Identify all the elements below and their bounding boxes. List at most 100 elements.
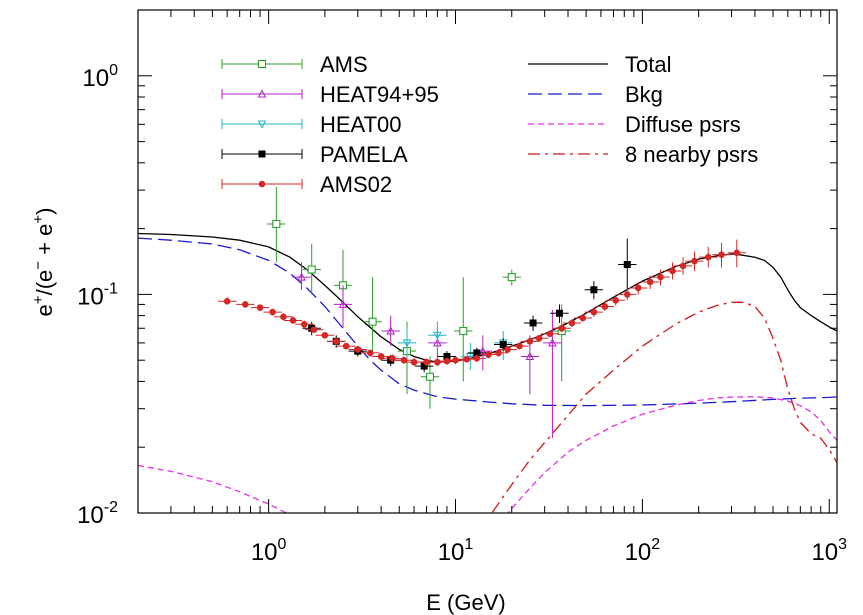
- data-point: [410, 358, 418, 366]
- data-point: [423, 358, 430, 366]
- legend-label: AMS02: [320, 172, 392, 197]
- legend: AMS HEAT94+95 HEAT00 PAMELA AMS02 Total Bkg Dif…: [221, 52, 758, 197]
- y-tick-label: 10-1: [77, 280, 118, 310]
- legend-item-total: Total: [528, 52, 671, 77]
- data-point: [402, 339, 412, 348]
- x-tick-label: 102: [625, 536, 661, 566]
- legend-label: Bkg: [625, 82, 663, 107]
- x-axis-label: E (GeV): [426, 590, 505, 615]
- data-point: [300, 320, 308, 328]
- legend-label: Diffuse psrs: [625, 112, 741, 137]
- data-point: [669, 267, 676, 275]
- x-tick-label: 100: [251, 536, 287, 566]
- legend-marker: [257, 120, 267, 129]
- y-axis-label: e+/(e− + e+): [30, 208, 57, 317]
- legend-label: HEAT00: [320, 112, 402, 137]
- data-point: [601, 303, 609, 310]
- legend-item-8-nearby-psrs: 8 nearby psrs: [528, 142, 758, 167]
- legend-item-ams: AMS: [221, 52, 368, 77]
- legend-label: AMS: [320, 52, 368, 77]
- legend-item-heat94-95: HEAT94+95: [221, 82, 439, 107]
- data-point: [733, 249, 741, 257]
- curve-diffuse-psrs: [138, 396, 837, 513]
- y-tick-label: 10-2: [77, 499, 118, 529]
- data-point: [535, 334, 543, 342]
- legend-label: Total: [625, 52, 671, 77]
- data-point: [634, 284, 642, 292]
- legend-marker: [258, 150, 266, 158]
- data-point: [516, 342, 523, 350]
- data-point: [354, 346, 362, 353]
- data-point: [473, 355, 481, 362]
- curve-bkg: [138, 237, 837, 407]
- data-point: [321, 331, 329, 339]
- legend-item-heat00: HEAT00: [221, 112, 402, 137]
- series-pamela: [302, 238, 637, 373]
- legend-item-ams02: AMS02: [221, 172, 392, 197]
- data-point: [332, 338, 340, 345]
- data-point: [525, 351, 535, 360]
- data-point: [499, 340, 507, 348]
- data-point: [478, 346, 488, 355]
- data-point: [558, 324, 565, 332]
- series-heat94-95: [292, 262, 562, 439]
- data-point: [646, 278, 654, 286]
- data-point: [289, 317, 297, 324]
- data-point: [386, 326, 396, 335]
- legend-marker: [257, 59, 267, 69]
- legend-item-pamela: PAMELA: [221, 142, 408, 167]
- data-point: [657, 273, 664, 281]
- data-points: [217, 186, 746, 439]
- data-point: [495, 349, 502, 357]
- legend-label: PAMELA: [320, 142, 408, 167]
- data-point: [691, 257, 698, 265]
- data-point: [377, 353, 385, 360]
- data-point: [368, 317, 377, 326]
- legend-label: HEAT94+95: [320, 82, 439, 107]
- data-point: [704, 253, 712, 261]
- data-point: [529, 319, 537, 327]
- data-point: [269, 308, 276, 316]
- plot-frame: [137, 9, 838, 514]
- data-point: [590, 286, 598, 294]
- data-point: [425, 372, 435, 381]
- data-point: [504, 346, 511, 353]
- data-point: [443, 352, 451, 360]
- data-point: [433, 331, 442, 340]
- data-point: [307, 265, 316, 274]
- legend-item-bkg: Bkg: [528, 82, 663, 107]
- legend-label: 8 nearby psrs: [625, 142, 758, 167]
- data-point: [507, 273, 516, 282]
- data-point: [526, 338, 534, 345]
- data-point: [280, 313, 287, 321]
- data-point: [623, 261, 631, 269]
- data-point: [485, 351, 492, 358]
- legend-item-diffuse-psrs: Diffuse psrs: [528, 112, 741, 137]
- data-point: [420, 362, 428, 370]
- axis-ticks: 100 101 102 103 10-2 10-1 100: [77, 9, 847, 566]
- data-point: [623, 291, 631, 298]
- x-tick-label: 101: [438, 536, 474, 566]
- data-point: [443, 357, 451, 365]
- legend-marker: [257, 89, 267, 98]
- series-ams: [267, 186, 571, 409]
- data-point: [590, 308, 598, 316]
- data-point: [297, 272, 306, 281]
- data-point: [452, 356, 459, 364]
- data-point: [272, 219, 281, 229]
- series-ams02: [217, 239, 746, 367]
- data-point: [555, 309, 563, 317]
- data-point: [548, 338, 557, 347]
- x-tick-label: 103: [811, 536, 847, 566]
- data-point: [679, 262, 687, 270]
- data-point: [459, 326, 468, 336]
- data-point: [473, 349, 481, 357]
- y-tick-label: 100: [82, 62, 118, 92]
- data-point: [342, 342, 350, 350]
- data-point: [612, 296, 620, 304]
- legend-marker: [258, 180, 266, 188]
- data-point: [389, 355, 396, 362]
- data-point: [546, 330, 554, 338]
- curve-8-nearby-psrs: [491, 301, 837, 513]
